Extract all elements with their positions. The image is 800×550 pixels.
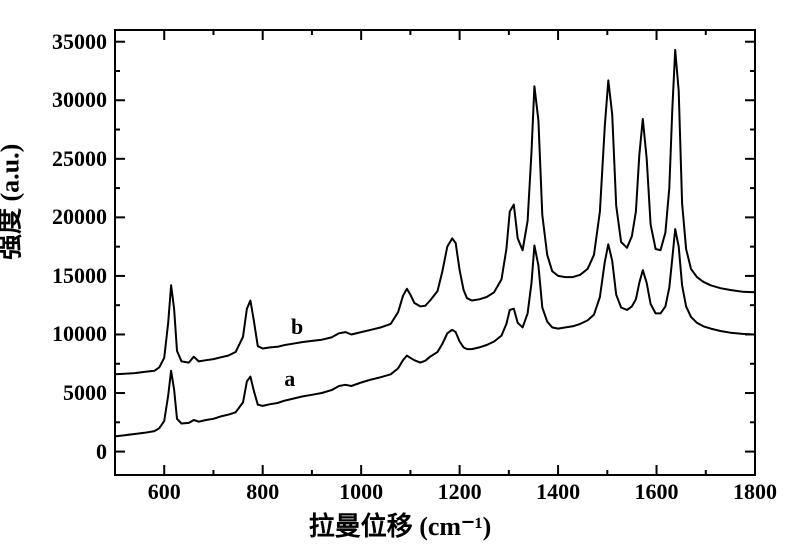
- x-tick-label: 1000: [339, 479, 383, 505]
- chart-svg: [0, 0, 800, 545]
- x-tick-label: 1200: [438, 479, 482, 505]
- y-tick-label: 35000: [52, 29, 107, 55]
- x-tick-label: 800: [246, 479, 279, 505]
- y-tick-label: 5000: [63, 380, 107, 406]
- x-axis-label-text: 拉曼位移 (cm⁻¹): [309, 512, 492, 541]
- x-tick-label: 1600: [635, 479, 679, 505]
- y-tick-label: 10000: [52, 321, 107, 347]
- y-tick-label: 25000: [52, 146, 107, 172]
- y-tick-label: 20000: [52, 204, 107, 230]
- y-axis-label-text: 强度 (a.u.): [0, 144, 25, 260]
- y-tick-label: 0: [96, 439, 107, 465]
- x-tick-label: 1400: [536, 479, 580, 505]
- series-label-a: a: [284, 366, 295, 392]
- x-tick-label: 1800: [733, 479, 777, 505]
- y-tick-label: 15000: [52, 263, 107, 289]
- x-tick-label: 600: [148, 479, 181, 505]
- x-axis-label: 拉曼位移 (cm⁻¹): [0, 506, 800, 543]
- y-tick-label: 30000: [52, 87, 107, 113]
- raman-spectrum-chart: 强度 (a.u.) 拉曼位移 (cm⁻¹) 600 800 1000 1200 1400…: [0, 0, 800, 545]
- series-label-b: b: [291, 314, 303, 340]
- y-axis-label: 强度 (a.u.): [0, 144, 27, 260]
